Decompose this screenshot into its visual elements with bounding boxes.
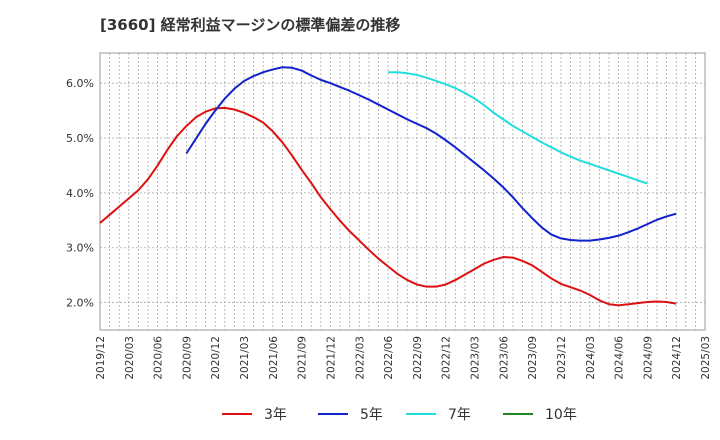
x-tick-label: 2024/09 bbox=[642, 336, 654, 380]
x-tick-label: 2024/12 bbox=[671, 336, 683, 380]
x-tick-label: 2023/12 bbox=[556, 336, 568, 380]
x-tick-label: 2021/09 bbox=[297, 336, 309, 380]
x-axis: 2019/12 2020/03 2020/06 2020/09 2020/12 2021/… bbox=[95, 336, 712, 380]
x-tick-label: 2025/03 bbox=[700, 336, 712, 380]
x-tick-label: 2020/06 bbox=[153, 336, 165, 380]
legend-label: 5年 bbox=[360, 407, 383, 423]
x-tick-label: 2023/09 bbox=[527, 336, 539, 380]
series-group bbox=[99, 66, 677, 307]
x-tick-label: 2024/06 bbox=[614, 336, 626, 380]
x-tick-label: 2021/03 bbox=[239, 336, 251, 380]
x-tick-label: 2020/09 bbox=[181, 336, 193, 380]
y-tick-label: 3.0% bbox=[66, 242, 94, 255]
x-tick-label: 2020/03 bbox=[124, 336, 136, 380]
series-line-1 bbox=[99, 106, 677, 307]
grid bbox=[100, 53, 705, 330]
y-tick-label: 5.0% bbox=[66, 132, 94, 145]
chart-title: [3660] 経常利益マージンの標準偏差の推移 bbox=[100, 16, 401, 34]
y-axis: 2.0% 3.0% 4.0% 5.0% 6.0% bbox=[66, 77, 94, 309]
x-tick-label: 2024/03 bbox=[585, 336, 597, 380]
legend: 3年 5年 7年 10年 bbox=[222, 407, 577, 423]
x-tick-label: 2023/06 bbox=[498, 336, 510, 380]
x-tick-label: 2021/06 bbox=[268, 336, 280, 380]
plot-frame bbox=[99, 52, 706, 331]
x-tick-label: 2020/12 bbox=[210, 336, 222, 380]
legend-label: 7年 bbox=[448, 407, 471, 423]
x-tick-label: 2019/12 bbox=[95, 336, 107, 380]
x-tick-label: 2022/03 bbox=[354, 336, 366, 380]
y-tick-label: 6.0% bbox=[66, 77, 94, 90]
y-tick-label: 4.0% bbox=[66, 187, 94, 200]
x-tick-label: 2021/12 bbox=[325, 336, 337, 380]
series-line-2 bbox=[185, 66, 677, 242]
x-tick-label: 2023/03 bbox=[470, 336, 482, 380]
x-tick-label: 2022/12 bbox=[441, 336, 453, 380]
y-tick-label: 2.0% bbox=[66, 297, 94, 310]
series-line-3 bbox=[388, 71, 648, 185]
legend-label: 10年 bbox=[545, 407, 577, 423]
x-tick-label: 2022/09 bbox=[412, 336, 424, 380]
legend-label: 3年 bbox=[264, 407, 287, 423]
x-tick-label: 2022/06 bbox=[383, 336, 395, 380]
